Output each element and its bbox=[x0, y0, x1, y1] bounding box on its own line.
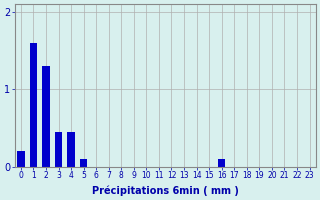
Bar bbox=[80, 159, 87, 167]
Bar bbox=[42, 66, 50, 167]
X-axis label: Précipitations 6min ( mm ): Précipitations 6min ( mm ) bbox=[92, 185, 239, 196]
Bar bbox=[30, 43, 37, 167]
Bar bbox=[55, 132, 62, 167]
Bar bbox=[17, 151, 25, 167]
Bar bbox=[67, 132, 75, 167]
Bar bbox=[218, 159, 226, 167]
